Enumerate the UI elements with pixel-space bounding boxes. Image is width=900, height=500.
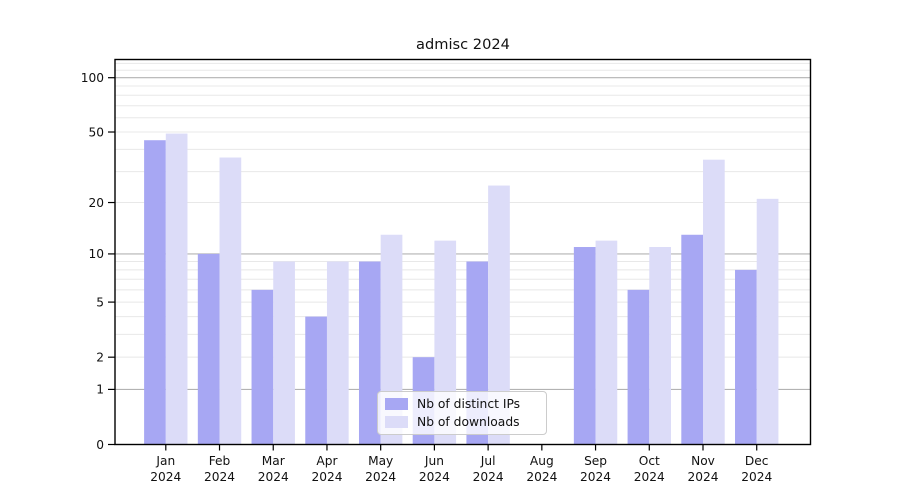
legend-swatch-downloads: [385, 416, 408, 428]
y-tick-label: 10: [88, 247, 104, 261]
x-tick-label-year: 2024: [365, 470, 396, 484]
x-tick-label-year: 2024: [526, 470, 557, 484]
x-tick-label-month: Jun: [424, 454, 444, 468]
bar-downloads: [488, 185, 510, 445]
bar-downloads: [165, 133, 188, 445]
legend-label: Nb of downloads: [417, 415, 520, 429]
bar-distinct-ips: [144, 140, 166, 445]
bar-distinct-ips: [358, 261, 381, 445]
x-tick-label-year: 2024: [580, 470, 611, 484]
chart-title: admisc 2024: [416, 36, 510, 53]
y-tick-label: 0: [96, 438, 104, 452]
y-tick-label: 2: [96, 350, 104, 364]
x-tick-label-year: 2024: [150, 470, 181, 484]
bar-downloads: [273, 261, 295, 445]
x-tick-label-month: Feb: [209, 454, 231, 468]
bar-downloads: [649, 247, 671, 445]
y-tick-label: 1: [96, 383, 104, 397]
y-tick-label: 5: [96, 295, 104, 309]
legend-swatch-distinct-ips: [385, 398, 408, 410]
bar-downloads: [703, 159, 725, 445]
x-tick-label-month: Jul: [480, 454, 496, 468]
x-tick-label-month: Oct: [639, 454, 660, 468]
bar-distinct-ips: [573, 247, 596, 445]
x-tick-label-month: Apr: [316, 454, 338, 468]
x-tick-label-year: 2024: [634, 470, 665, 484]
x-tick-label-month: Sep: [584, 454, 607, 468]
x-tick-label-year: 2024: [258, 470, 289, 484]
x-tick-label-month: Nov: [691, 454, 715, 468]
bar-downloads: [595, 240, 618, 445]
bar-downloads: [326, 261, 349, 445]
x-tick-label-month: Aug: [530, 454, 554, 468]
x-tick-label-year: 2024: [204, 470, 235, 484]
bar-distinct-ips: [627, 289, 650, 445]
legend: Nb of distinct IPs Nb of downloads: [377, 391, 547, 435]
x-tick-label-month: Dec: [745, 454, 769, 468]
x-tick-label-year: 2024: [419, 470, 450, 484]
plot-border: [114, 58, 812, 446]
x-tick-label-month: May: [368, 454, 393, 468]
x-tick-label-year: 2024: [473, 470, 504, 484]
y-tick-label: 50: [88, 125, 104, 139]
bar-distinct-ips: [305, 316, 327, 445]
bar-distinct-ips: [735, 269, 757, 445]
x-tick-label-year: 2024: [311, 470, 342, 484]
x-tick-label-month: Mar: [262, 454, 286, 468]
bar-distinct-ips: [197, 253, 220, 445]
legend-item-downloads: Nb of downloads: [385, 415, 539, 429]
bar-distinct-ips: [681, 234, 703, 445]
x-tick-label-year: 2024: [687, 470, 718, 484]
x-tick-label-month: Jan: [155, 454, 175, 468]
x-tick-label-year: 2024: [741, 470, 772, 484]
bar-distinct-ips: [251, 289, 274, 445]
legend-item-distinct-ips: Nb of distinct IPs: [385, 397, 539, 411]
bar-downloads: [756, 198, 779, 445]
y-tick-label: 100: [81, 71, 104, 85]
bar-downloads: [219, 157, 242, 445]
y-tick-label: 20: [88, 196, 104, 210]
legend-label: Nb of distinct IPs: [417, 397, 521, 411]
